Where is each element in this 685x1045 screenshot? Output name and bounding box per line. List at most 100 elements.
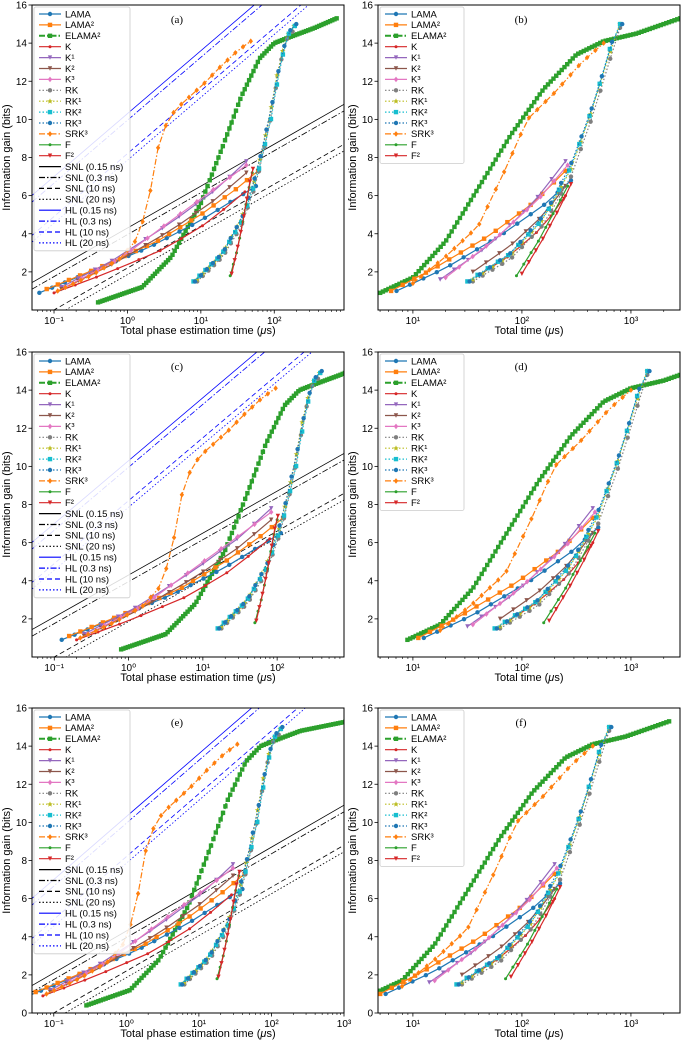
point-rk: [508, 947, 514, 953]
point-rk1: [274, 72, 280, 78]
point-rk3: [588, 776, 594, 782]
point-elama2: [576, 749, 581, 754]
point-elama2: [328, 722, 334, 727]
legend-item-snl-0-15-ns: SNL (0.15 ns): [39, 865, 123, 876]
series-line-rk1: [183, 728, 281, 983]
point-elama2: [231, 525, 237, 530]
point-f2: [229, 271, 234, 276]
point-rk2: [278, 726, 284, 732]
point-elama2: [488, 851, 493, 856]
point-f: [549, 609, 553, 613]
y-tick-label: 8: [21, 856, 27, 867]
series-srk3: [399, 743, 595, 990]
point-lama: [463, 950, 469, 955]
point-elama2: [146, 968, 151, 973]
point-srk3: [90, 968, 95, 974]
point-rk2: [255, 819, 260, 825]
point-k: [246, 554, 250, 558]
legend-item-lama2: LAMA²: [39, 20, 94, 31]
point-f2: [508, 974, 514, 979]
point-elama2: [234, 519, 239, 524]
point-lama2: [509, 583, 514, 588]
point-elama2: [477, 869, 482, 874]
point-rk3: [558, 180, 564, 186]
point-srk3: [209, 72, 215, 79]
series-k: [52, 190, 247, 295]
point-elama2: [565, 754, 570, 759]
point-elama2: [260, 449, 266, 454]
point-elama2: [559, 67, 564, 73]
point-lama2: [481, 236, 487, 241]
legend-item-elama2: ELAMA²: [385, 734, 446, 745]
point-f2: [557, 884, 563, 890]
point-f: [536, 239, 540, 243]
point-elama2: [146, 278, 151, 283]
point-lama: [59, 637, 64, 643]
point-elama2: [479, 571, 484, 577]
legend-label: LAMA: [65, 9, 92, 20]
series-line-rk: [472, 27, 621, 282]
point-srk3: [443, 253, 449, 259]
point-lama2: [389, 985, 395, 991]
point-elama2: [674, 373, 680, 379]
point-elama2: [487, 558, 493, 563]
point-elama2: [653, 24, 658, 30]
legend-item-rk: RK: [39, 86, 79, 97]
point-elama2: [603, 738, 609, 744]
point-srk3: [132, 238, 138, 245]
point-lama2: [198, 906, 203, 911]
point-rk2: [275, 533, 281, 538]
point-k3: [95, 267, 101, 273]
legend-item-rk1: RK¹: [39, 444, 81, 455]
point-elama2: [253, 64, 258, 69]
point-rk3: [599, 73, 605, 79]
point-lama2: [447, 257, 452, 262]
legend-item-hl-0-3-ns: HL (0.3 ns): [39, 919, 112, 930]
point-rk: [587, 791, 592, 796]
point-elama2: [247, 755, 252, 761]
point-elama2: [108, 994, 113, 1000]
legend-label: K³: [411, 422, 421, 433]
y-tick-label: 8: [21, 500, 27, 511]
legend-label: HL (0.3 ns): [65, 919, 112, 930]
point-elama2: [282, 402, 288, 408]
point-elama2: [639, 29, 644, 35]
point-elama2: [231, 114, 236, 119]
legend-item-k: K: [39, 389, 72, 400]
y-axis-label: Information gain (bits): [1, 451, 13, 557]
legend-label: SNL (20 ns): [65, 195, 115, 206]
point-lama: [190, 222, 195, 228]
point-rk3: [282, 43, 287, 49]
point-lama: [421, 635, 426, 641]
point-f2: [547, 223, 553, 229]
point-k2: [180, 913, 186, 919]
point-elama2: [507, 526, 512, 532]
point-elama2: [542, 470, 548, 475]
point-rk2: [233, 229, 238, 235]
point-elama2: [255, 59, 261, 65]
y-tick-label: 10: [16, 115, 28, 126]
point-rk3: [637, 386, 642, 392]
point-f: [514, 274, 518, 278]
point-f2: [225, 932, 230, 938]
point-elama2: [262, 443, 268, 449]
point-rk2: [269, 550, 275, 555]
legend-marker: [47, 801, 53, 807]
point-elama2: [340, 720, 344, 725]
point-rk3: [555, 575, 561, 580]
point-elama2: [222, 138, 228, 143]
point-lama2: [540, 191, 545, 197]
point-srk3: [410, 280, 416, 287]
legend-label: LAMA²: [65, 20, 94, 31]
point-k: [268, 537, 272, 541]
point-elama2: [529, 490, 534, 496]
point-srk3: [250, 404, 255, 410]
legend-item-lama: LAMA: [385, 356, 438, 367]
point-elama2: [172, 248, 177, 254]
legend-label: SNL (0.3 ns): [65, 876, 118, 887]
series-k3: [443, 162, 570, 281]
point-rk2: [577, 141, 582, 147]
point-srk3: [496, 577, 501, 583]
point-elama2: [125, 644, 130, 650]
point-elama2: [595, 406, 600, 411]
